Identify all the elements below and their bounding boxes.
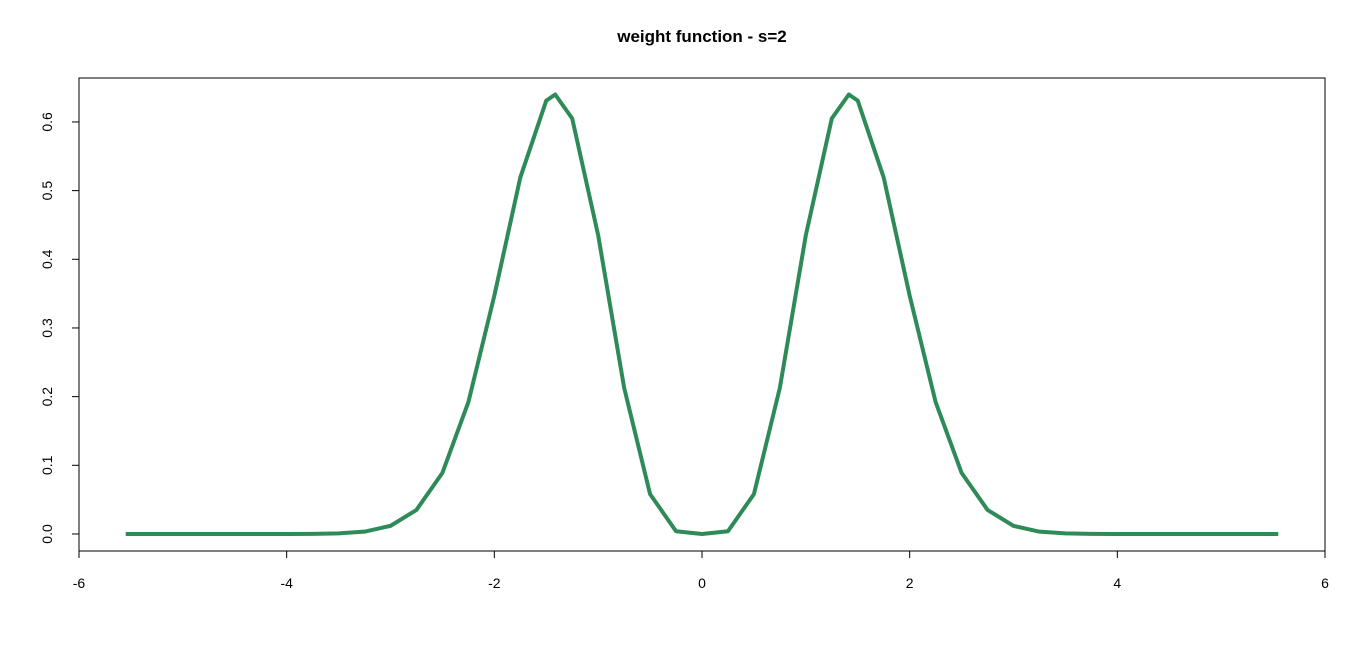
y-tick-label: 0.3 [39,318,55,338]
x-tick-label: -4 [280,575,293,591]
x-tick-label: -2 [488,575,501,591]
x-tick-label: 6 [1321,575,1329,591]
y-tick-label: 0.6 [39,112,55,132]
y-tick-label: 0.1 [39,455,55,475]
y-tick-label: 0.5 [39,181,55,201]
x-tick-label: 0 [698,575,706,591]
x-tick-label: 2 [906,575,914,591]
x-tick-label: 4 [1113,575,1121,591]
data-line [125,92,1279,536]
plot-box [78,77,1326,552]
y-tick-label: 0.2 [39,387,55,407]
y-tick-label: 0.4 [39,249,55,269]
chart-title: weight function - s=2 [616,27,787,46]
y-tick-label: 0.0 [39,524,55,544]
x-tick-label: -6 [73,575,86,591]
